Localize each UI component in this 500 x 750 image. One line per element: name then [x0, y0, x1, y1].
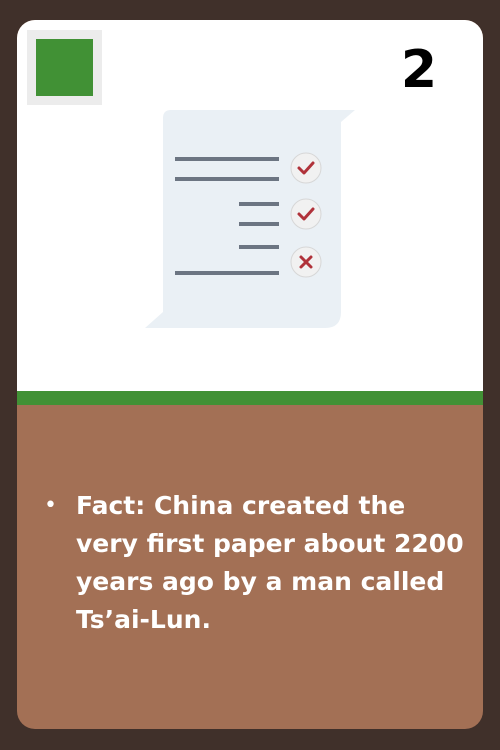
fact-text: Fact: China created the very first paper…	[76, 491, 464, 634]
fact-card[interactable]: 2	[17, 20, 483, 729]
fact-list: • Fact: China created the very first pap…	[44, 487, 464, 639]
bullet-icon: •	[44, 493, 57, 518]
checklist-document-icon	[145, 110, 355, 328]
text-lines	[175, 157, 279, 275]
category-color-swatch	[36, 39, 93, 96]
card-number: 2	[400, 40, 437, 100]
checkmark-icon	[290, 198, 322, 230]
category-badge	[27, 30, 102, 105]
category-color-band	[17, 391, 483, 405]
cross-icon	[290, 246, 322, 278]
checkmark-icon	[290, 152, 322, 184]
paper-sheet	[145, 110, 355, 328]
card-illustration-area: 2	[17, 20, 483, 391]
fact-item: • Fact: China created the very first pap…	[44, 487, 464, 639]
